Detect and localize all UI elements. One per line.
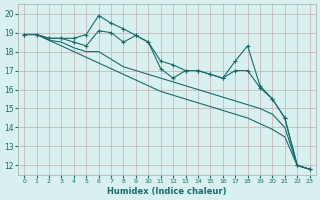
X-axis label: Humidex (Indice chaleur): Humidex (Indice chaleur) bbox=[107, 187, 227, 196]
